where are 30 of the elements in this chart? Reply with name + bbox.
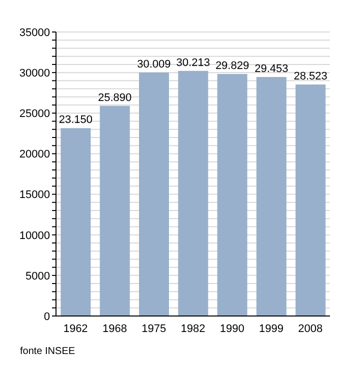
data-label: 29.453	[254, 63, 288, 76]
x-tick-label: 1968	[102, 322, 127, 335]
x-tick-label: 2008	[298, 322, 323, 335]
y-tick-label: 0	[44, 310, 50, 323]
x-tick-label: 1982	[180, 322, 206, 335]
bar	[100, 106, 130, 316]
bar	[217, 74, 248, 316]
bar	[256, 77, 286, 316]
data-label: 30.009	[137, 58, 171, 70]
data-label: 30.213	[176, 56, 210, 69]
x-tick-label: 1990	[220, 322, 244, 335]
bar	[60, 128, 91, 316]
y-tick-label: 25000	[19, 108, 50, 120]
bar	[296, 84, 326, 316]
y-tick-label: 35000	[19, 26, 50, 39]
data-label: 28.523	[294, 70, 328, 83]
source-note: fonte INSEE	[20, 346, 76, 357]
x-tick-label: 1975	[142, 322, 166, 335]
bar	[138, 72, 169, 316]
y-tick-label: 15000	[19, 189, 50, 202]
data-label: 25.890	[98, 92, 132, 104]
x-tick-label: 1962	[63, 322, 88, 335]
y-tick-label: 20000	[19, 148, 50, 161]
y-tick-label: 5000	[26, 270, 50, 282]
x-tick-label: 1999	[259, 322, 284, 335]
bar	[178, 70, 208, 316]
y-tick-label: 30000	[19, 67, 50, 80]
data-label: 23.150	[58, 114, 93, 126]
data-label: 29.829	[215, 60, 250, 72]
y-tick-label: 10000	[19, 230, 50, 242]
